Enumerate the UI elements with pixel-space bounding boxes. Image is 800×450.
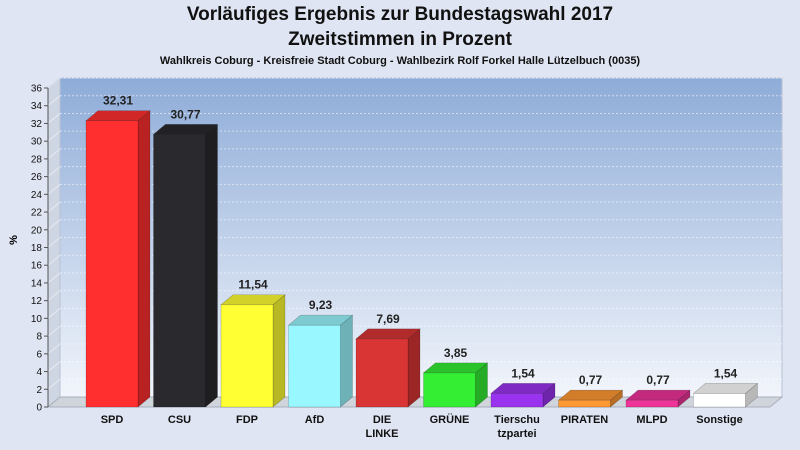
bar-csu [152,123,219,408]
bar-front [355,338,409,408]
category-label: Tierschu [494,414,540,426]
category-labels: SPD CSU FDP AfD DIE LINKE GRÜNE Tierschu tzparte… [101,413,743,440]
category-label: LINKE [366,428,399,440]
bar-front [693,393,746,408]
category-label: AfD [305,414,325,426]
value-label: 11,54 [238,278,268,292]
value-label: 0,77 [579,373,603,387]
y-tick-label: 2 [36,385,42,396]
value-label: 3,85 [444,346,468,360]
value-label: 9,23 [309,298,333,312]
grid-line-side [47,378,61,390]
value-label: 7,69 [376,312,400,326]
category-label: GRÜNE [430,413,470,426]
grid-line-side [47,130,61,142]
y-tick-label: 20 [31,225,43,236]
y-tick-label: 34 [31,101,43,112]
value-label: 1,54 [714,366,738,380]
bar-piraten [557,389,624,408]
grid-line-side [47,201,61,213]
bar-spd [85,110,151,408]
grid-line-side [47,113,61,124]
bar-front [490,393,544,408]
grid-line-side [47,325,61,337]
value-label: 1,54 [511,366,535,380]
bar-die-linke [355,328,421,408]
bars [85,110,759,408]
grid-line-side [47,343,61,355]
y-tick-label: 8 [36,332,42,343]
bar-mlpd [625,389,691,408]
category-label: PIRATEN [561,414,609,426]
grid-line-side [47,290,61,302]
bar-front [625,399,679,408]
value-labels: 32,31 30,77 11,54 9,23 7,69 3,85 1,54 0,77 0,77 1… [103,94,738,387]
y-tick-label: 18 [31,243,43,254]
bar-front [220,304,274,408]
chart-title-line2: Zweitstimmen in Prozent [288,29,512,50]
grid-line-side [47,95,61,107]
y-tick-label: 12 [31,296,43,307]
bar-fdp [220,294,286,408]
grid-line-side [47,148,61,160]
category-label: Sonstige [696,414,742,426]
category-label: tzpartei [497,428,536,440]
y-tick-label: 32 [31,119,43,130]
y-tick-label: 16 [31,261,43,272]
bar-side [137,110,151,408]
y-tick-label: 6 [36,349,42,360]
value-label: 30,77 [170,107,200,121]
bar-front [558,399,611,408]
bar-front [153,134,206,408]
value-label: 32,31 [103,94,133,108]
category-label: MLPD [636,414,667,426]
y-tick-label: 10 [31,314,43,325]
grid-line-side [47,237,61,248]
grid-line-side [47,272,61,284]
category-label: DIE [373,414,391,426]
bar-side [272,294,286,408]
y-tick-label: 0 [36,403,42,414]
grid-line-side [47,254,61,266]
bar-side [205,123,218,408]
bar-front [423,372,476,408]
grid-line-side [47,308,61,319]
grid-line-side [47,183,61,195]
y-tick-label: 14 [31,278,43,289]
value-label: 0,77 [646,373,670,387]
y-tick-label: 36 [31,84,43,95]
y-tick-label: 22 [31,208,43,219]
y-tick-label: 26 [31,172,43,183]
category-label: CSU [168,414,191,426]
bar-side [340,314,353,408]
grid-line-side [47,219,61,231]
grid-line-side [47,166,61,177]
y-tick-label: 4 [36,367,42,378]
chart-subtitle: Wahlkreis Coburg - Kreisfreie Stadt Cobu… [159,55,641,67]
bar-side [407,328,421,408]
y-tick-label: 30 [31,137,43,148]
grid-line-side [47,361,61,372]
bar-tierschutzpartei [490,382,556,408]
bar-front [288,324,341,408]
grid-line-side [47,77,61,89]
y-tick-label: 24 [31,190,43,201]
bar-afd [287,314,354,408]
bar-front [85,120,139,408]
category-label: SPD [101,414,124,426]
y-axis-label: % [8,235,20,245]
y-tick-label: 28 [31,154,43,165]
bar-sonstige [692,382,759,408]
chart-title: Vorläufiges Ergebnis zur Bundestagswahl … [186,4,614,25]
category-label: FDP [236,414,258,426]
bar-gr-ne [422,362,489,408]
